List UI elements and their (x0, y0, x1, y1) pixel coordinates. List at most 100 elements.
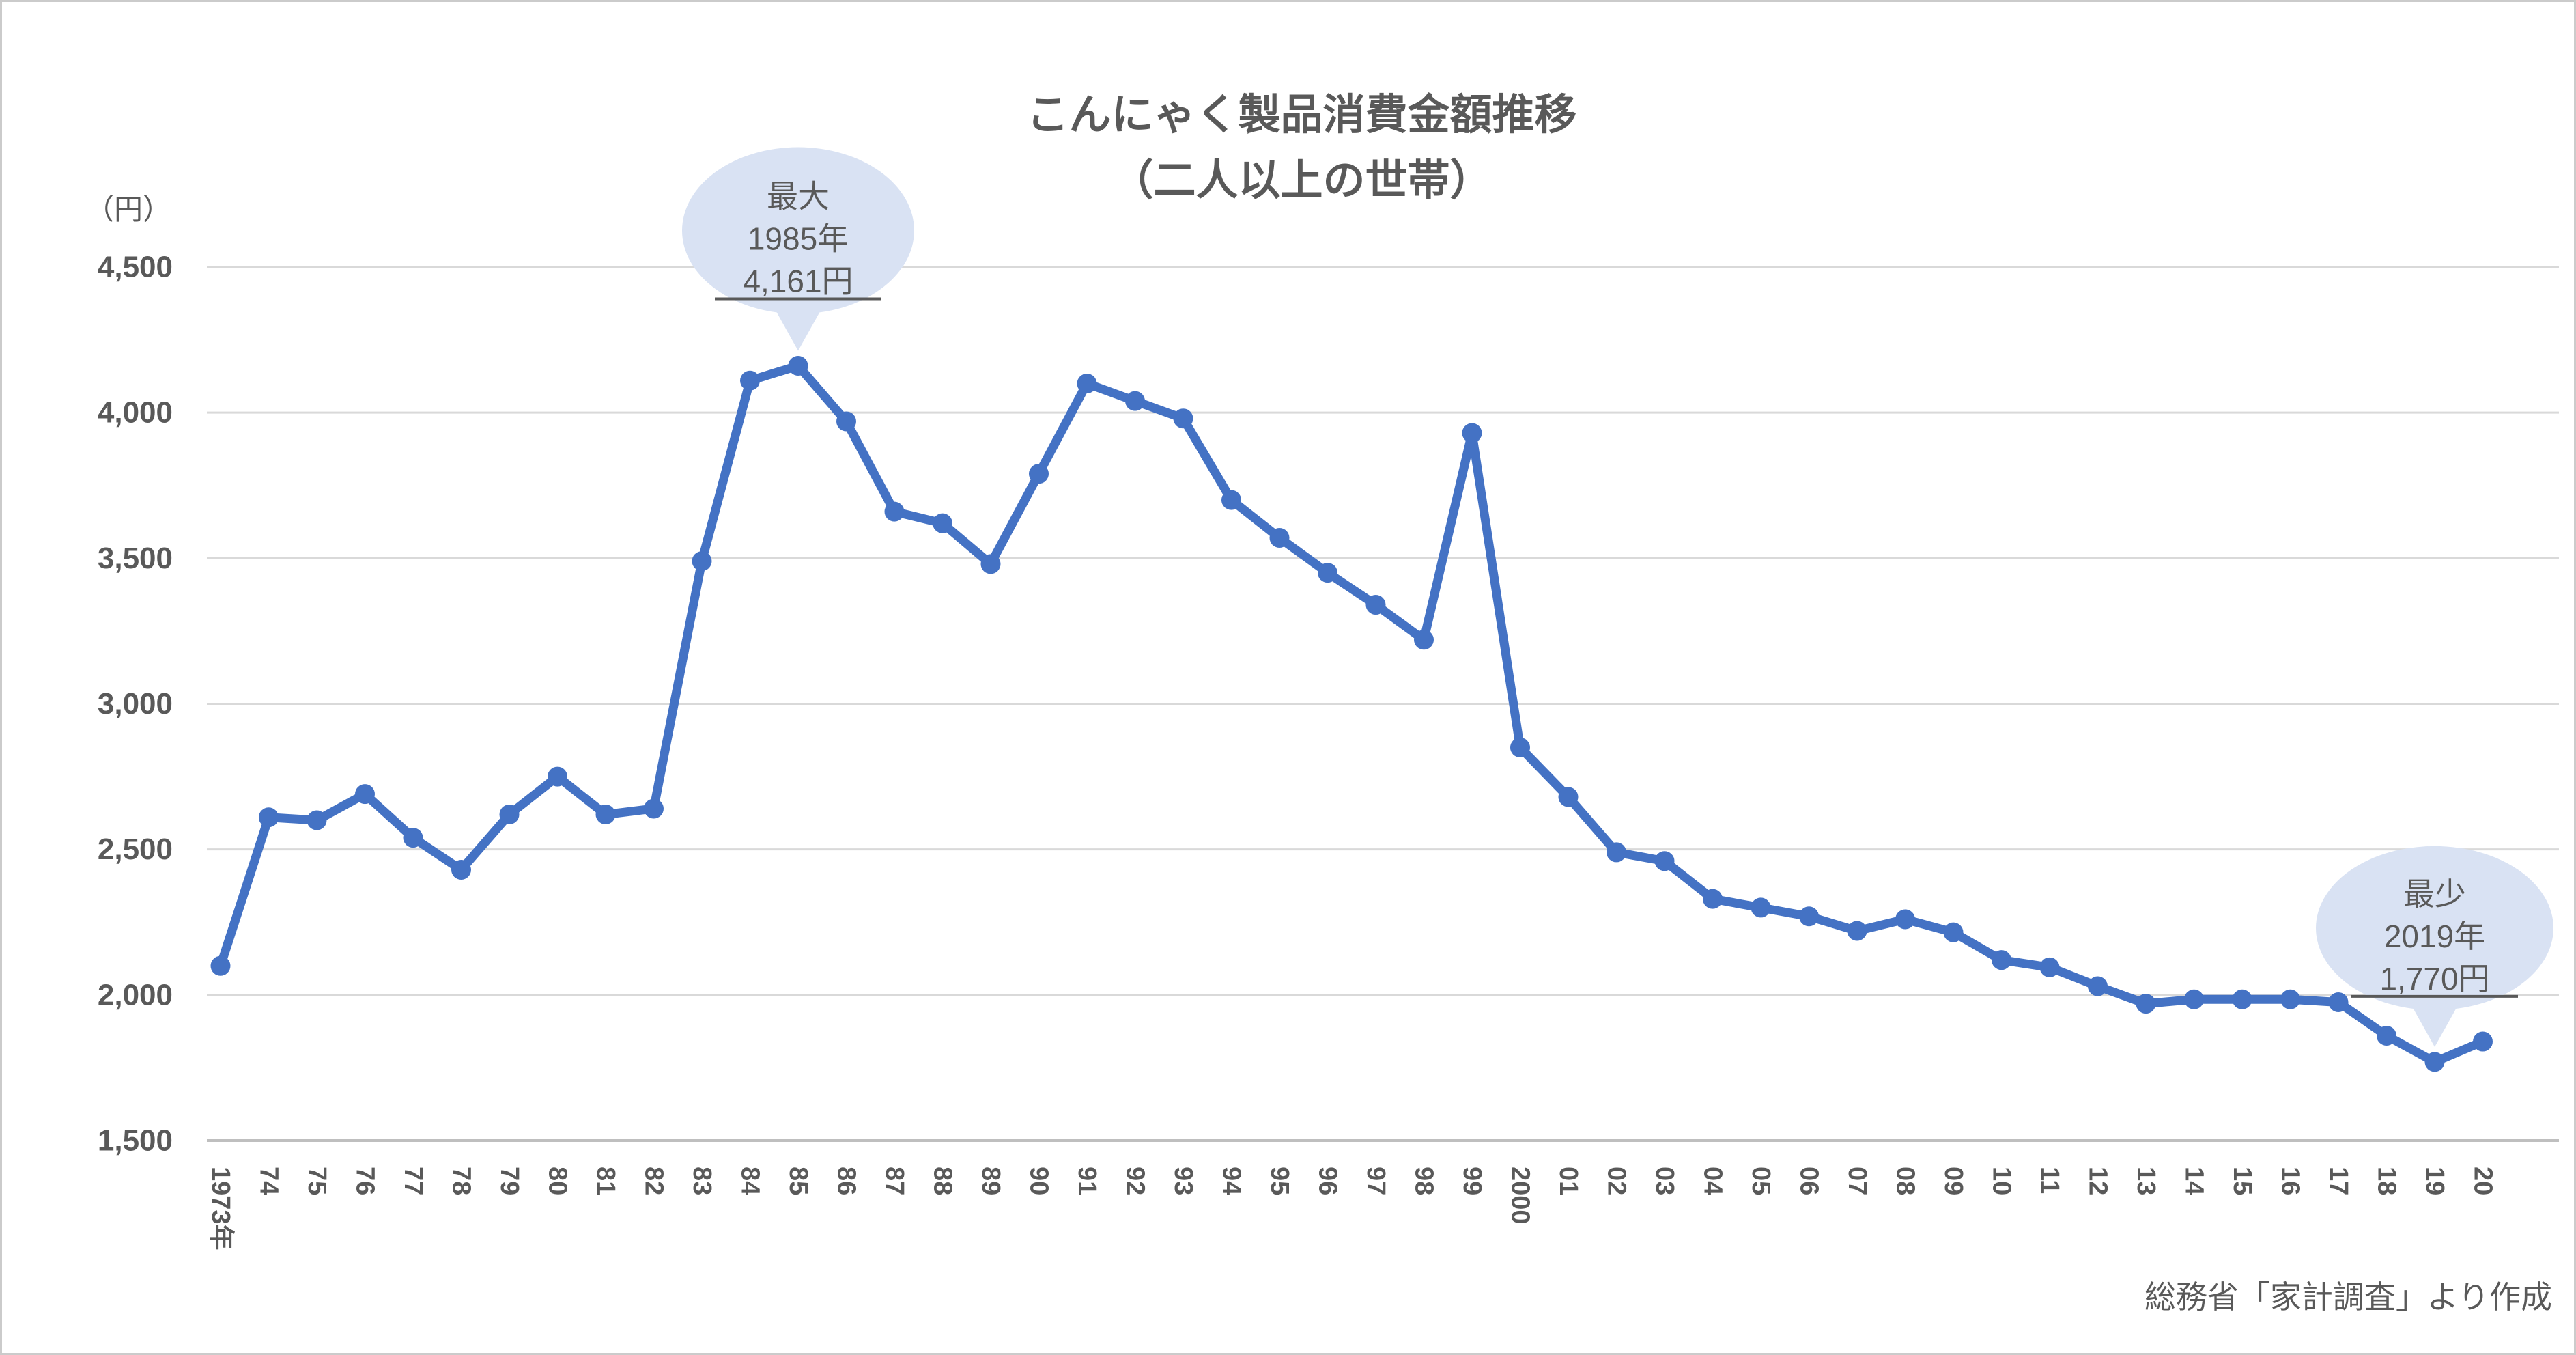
y-tick-label: 2,000 (98, 978, 173, 1011)
annotation-max-bubble: 最大 1985年 4,161円 (682, 147, 914, 351)
data-point (2280, 989, 2300, 1009)
x-tick-label: 77 (399, 1167, 427, 1195)
x-tick-label: 13 (2132, 1167, 2160, 1195)
x-tick-label: 08 (1891, 1167, 1920, 1195)
x-tick-label: 1973年 (206, 1167, 235, 1251)
y-tick-label: 3,500 (98, 542, 173, 575)
x-tick-label: 75 (302, 1167, 331, 1195)
x-tick-label: 90 (1025, 1167, 1053, 1195)
annotation-max-tail (772, 304, 824, 351)
x-tick-label: 11 (2035, 1167, 2064, 1194)
annotation-min-bubble: 最少 2019年 1,770円 (2316, 846, 2553, 1047)
x-tick-label: 07 (1843, 1167, 1871, 1195)
data-point (1751, 897, 1771, 918)
x-tick-label: 78 (447, 1167, 476, 1195)
x-tick-label: 98 (1410, 1167, 1439, 1195)
x-tick-label: 95 (1265, 1167, 1294, 1195)
x-tick-label: 96 (1314, 1167, 1342, 1195)
x-tick-label: 89 (976, 1167, 1005, 1195)
x-tick-label: 04 (1699, 1167, 1727, 1195)
x-tick-label: 14 (2180, 1167, 2209, 1195)
x-tick-label: 17 (2324, 1167, 2353, 1195)
data-point (1510, 737, 1530, 757)
data-point (740, 370, 760, 391)
y-axis-labels: 4,500 4,000 3,500 3,000 2,500 2,000 1,500 (98, 251, 173, 1158)
data-point (644, 798, 664, 819)
data-point (884, 501, 905, 522)
data-point (1558, 787, 1579, 807)
data-point (1365, 595, 1386, 615)
data-point (210, 955, 231, 976)
data-point (1703, 889, 1723, 909)
y-tick-label: 1,500 (98, 1124, 173, 1158)
x-tick-label: 19 (2420, 1167, 2449, 1195)
x-tick-label: 97 (1361, 1167, 1390, 1195)
y-tick-label: 4,500 (98, 251, 173, 284)
data-point (2377, 1026, 2396, 1046)
data-point (1992, 950, 2011, 970)
data-point (307, 810, 327, 830)
data-point (595, 805, 616, 825)
x-tick-label: 10 (1987, 1167, 2016, 1195)
data-point (403, 828, 423, 848)
x-tick-label: 74 (255, 1167, 283, 1195)
annotation-max-label: 最大 (767, 179, 830, 214)
source-note: 総務省「家計調査」より作成 (2144, 1279, 2552, 1315)
x-tick-label: 01 (1554, 1167, 1583, 1195)
x-tick-label: 88 (929, 1167, 957, 1195)
annotation-max-value: 4,161円 (743, 264, 853, 299)
x-tick-label: 99 (1458, 1167, 1486, 1195)
data-point (1943, 922, 1964, 942)
data-point (1318, 563, 1337, 583)
data-point (1799, 906, 1819, 927)
data-point (933, 513, 952, 533)
x-axis-labels: 1973年 74 75 76 77 78 79 80 81 82 83 84 85 86 87 88 89 90 9… (206, 1167, 2497, 1251)
x-tick-label: 94 (1217, 1167, 1246, 1195)
x-tick-label: 03 (1650, 1167, 1679, 1195)
x-tick-label: 20 (2469, 1167, 2497, 1195)
x-tick-label: 92 (1121, 1167, 1150, 1195)
x-tick-label: 84 (736, 1167, 765, 1195)
annotation-min-value: 1,770円 (2379, 961, 2489, 996)
data-point (1029, 464, 1049, 484)
data-point (2088, 976, 2108, 996)
data-point (2232, 989, 2252, 1009)
y-axis-unit-label: （円） (85, 193, 171, 225)
x-tick-label: 91 (1073, 1167, 1101, 1195)
series-line (216, 361, 2487, 1067)
data-point (1221, 490, 1241, 510)
data-point (2184, 989, 2204, 1009)
data-point (2473, 1031, 2493, 1052)
data-point (1654, 851, 1675, 871)
x-tick-label: 05 (1746, 1167, 1775, 1195)
x-tick-label: 82 (640, 1167, 668, 1195)
x-tick-label: 83 (688, 1167, 716, 1195)
data-series (210, 356, 2493, 1072)
data-point (1173, 408, 1193, 429)
data-point (2039, 957, 2060, 977)
data-point (548, 766, 567, 787)
data-point (1077, 374, 1097, 394)
x-tick-label: 86 (832, 1167, 861, 1195)
data-point (2328, 992, 2349, 1012)
data-point (1607, 842, 1626, 863)
x-tick-label: 81 (591, 1167, 620, 1195)
x-tick-label: 76 (351, 1167, 380, 1195)
y-tick-label: 2,500 (98, 833, 173, 866)
data-point (980, 554, 1001, 574)
chart-title: こんにゃく製品消費金額推移 （二人以上の世帯） (29, 83, 2574, 214)
x-tick-label: 02 (1602, 1167, 1631, 1195)
y-tick-label: 3,000 (98, 687, 173, 721)
chart-title-line2: （二人以上の世帯） (1111, 157, 1492, 204)
data-point (1462, 423, 1482, 443)
annotation-max-ellipse (682, 147, 914, 314)
data-point (2424, 1052, 2445, 1072)
data-point (1125, 391, 1145, 411)
x-tick-label: 85 (784, 1167, 812, 1195)
x-tick-label: 16 (2276, 1167, 2305, 1195)
data-point (451, 860, 471, 880)
data-point (1414, 630, 1434, 650)
data-point (788, 356, 808, 376)
